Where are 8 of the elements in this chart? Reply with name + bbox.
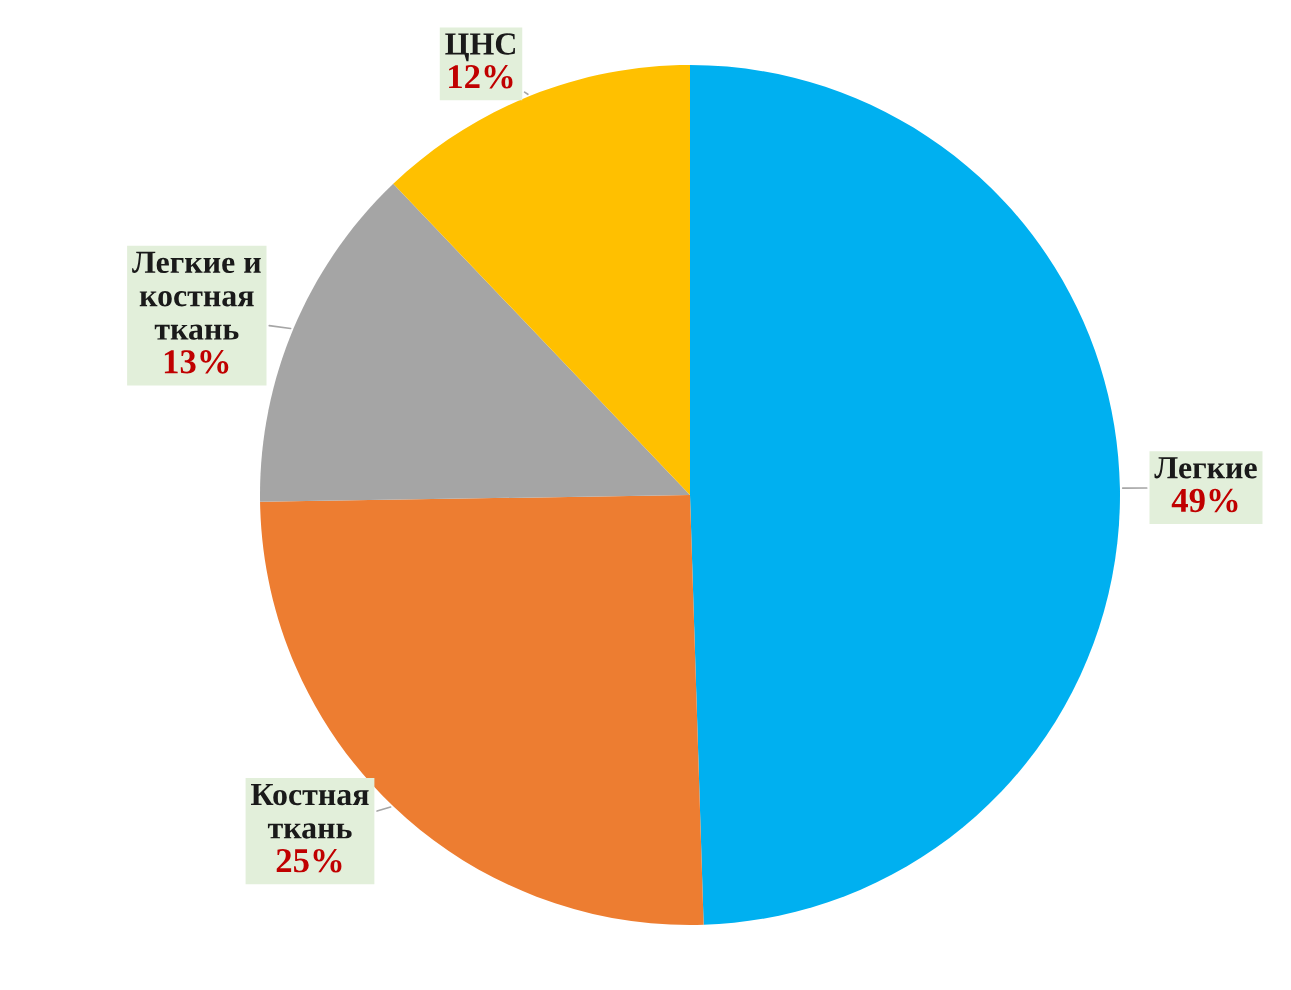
slice-label: Костная ткань xyxy=(250,784,369,839)
slice-label: Легкие и костная ткань xyxy=(132,251,261,340)
data-label: 49% xyxy=(1171,488,1238,513)
data-label: 13% xyxy=(164,350,229,374)
slice-label: ЦНС xyxy=(445,33,515,62)
slice-label: Легкие xyxy=(1154,457,1257,479)
data-label: 12% xyxy=(449,65,513,89)
data-label: 25% xyxy=(276,848,342,873)
